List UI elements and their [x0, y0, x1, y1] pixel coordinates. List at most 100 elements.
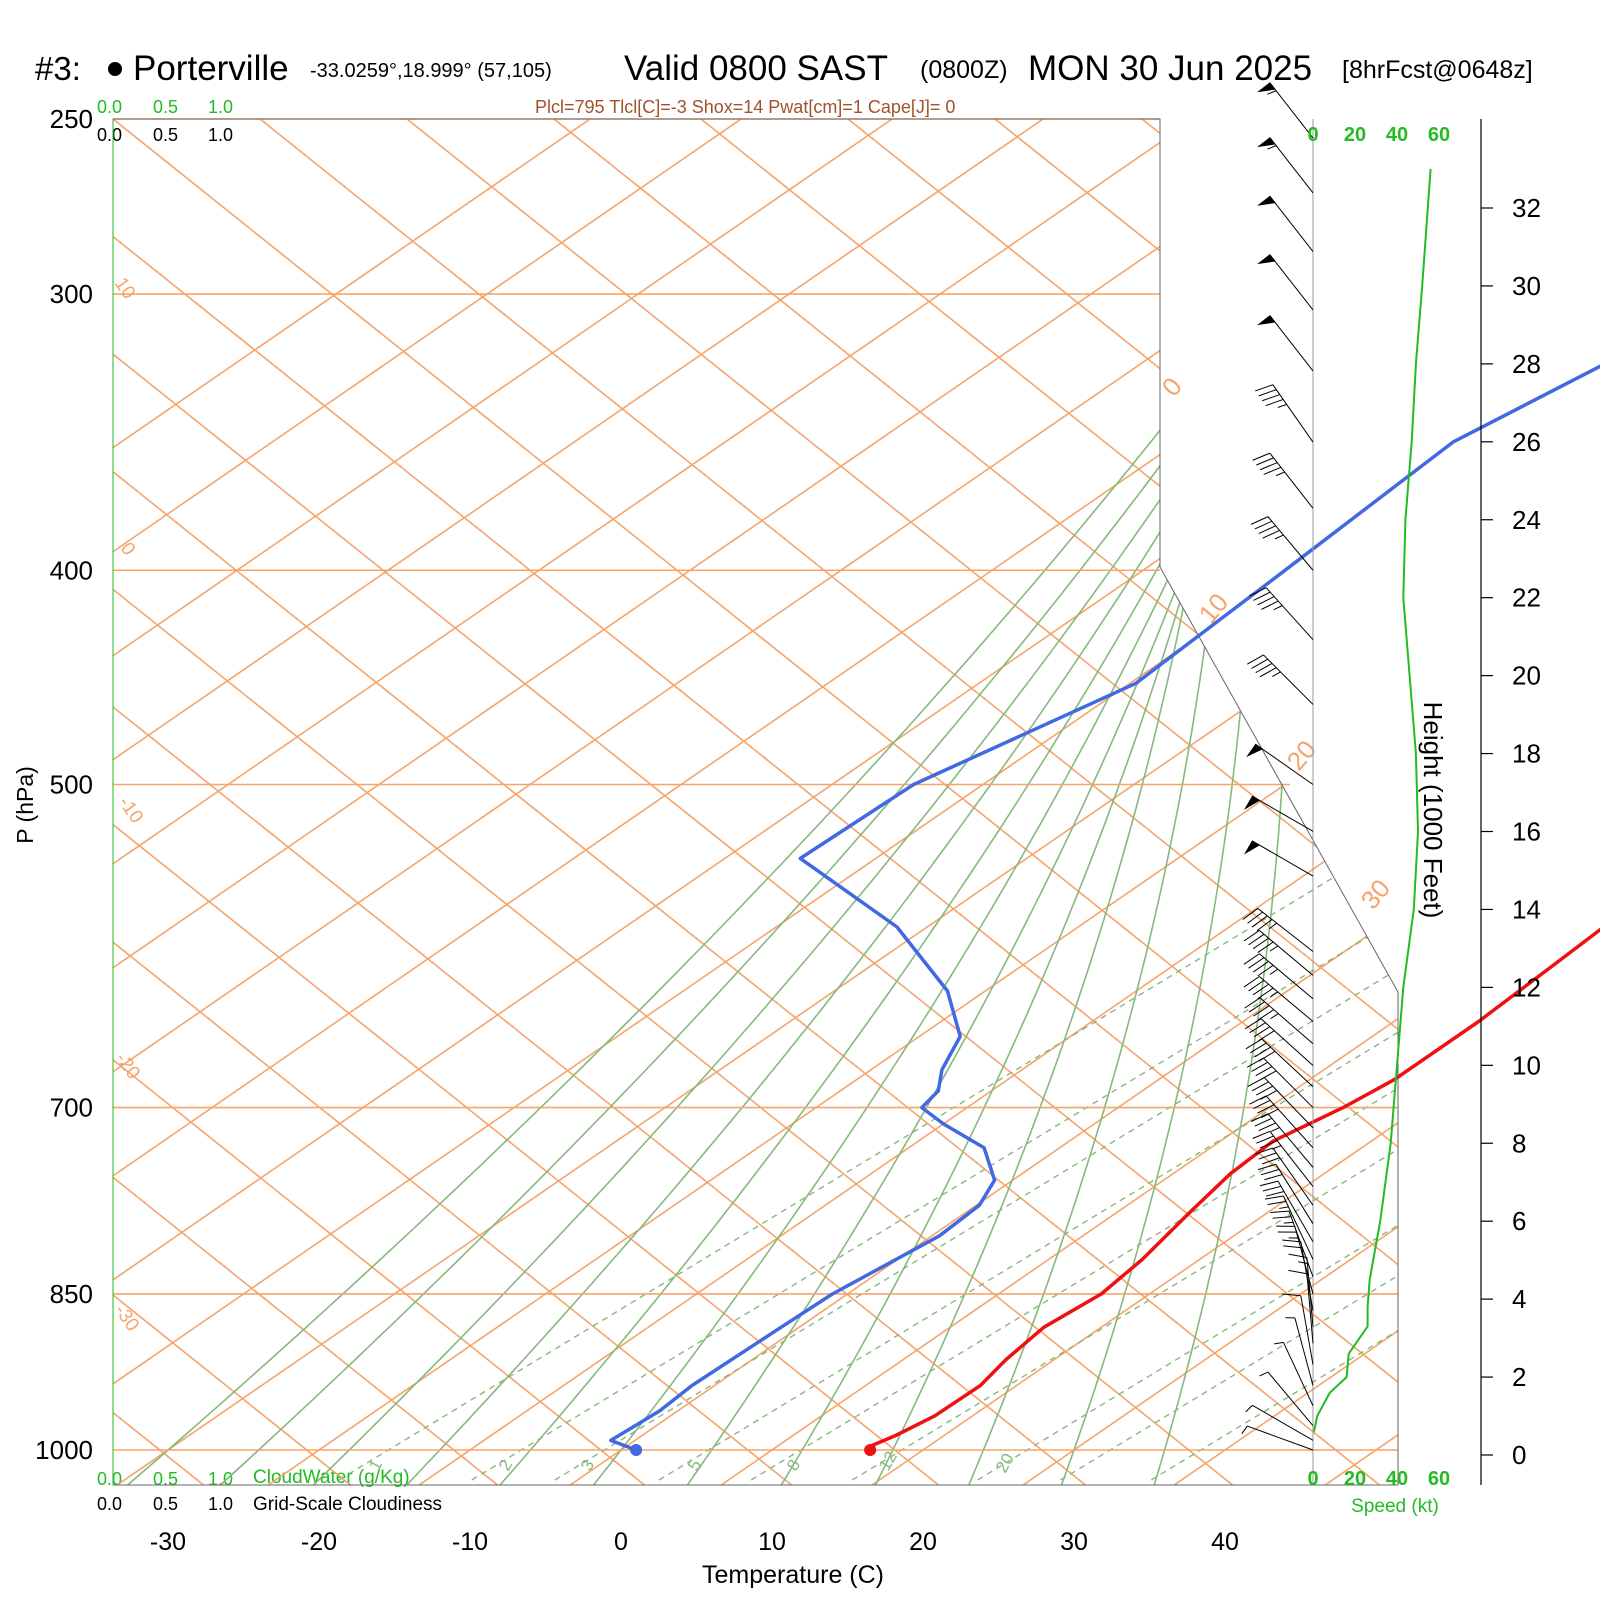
speed-tick-label-bottom: 40 — [1386, 1468, 1408, 1490]
isotherm-line — [113, 119, 1072, 1485]
wind-barb-feather — [1259, 1070, 1277, 1081]
wind-barb-feather — [1259, 1140, 1278, 1149]
wind-barb — [1274, 1341, 1314, 1407]
cloud-axis-bottom: 0.0 0.5 1.0 CloudWater (g/Kg) 0.0 0.5 1.… — [97, 1467, 442, 1515]
wind-barb — [1264, 1195, 1314, 1260]
station-marker-icon — [108, 62, 122, 76]
wind-barb-staff — [1259, 997, 1314, 1045]
wind-barb — [1245, 1404, 1314, 1441]
wind-barb — [1250, 1113, 1314, 1168]
isotherm-line — [396, 119, 1398, 1485]
dry-adiabat-line — [113, 119, 688, 1485]
forecast-hour: [8hrFcst@0648z] — [1342, 56, 1533, 84]
wind-barb-feather — [1249, 1042, 1267, 1054]
wind-barb-feather — [1261, 1157, 1280, 1165]
wind-barb-feather — [1262, 1185, 1282, 1192]
wind-barb-feather — [1261, 600, 1279, 610]
wind-barb-half-feather — [1245, 1404, 1253, 1413]
moist-adiabat-line — [773, 119, 1287, 1485]
wind-barb-feather — [1243, 930, 1260, 942]
wind-barb-flag — [1246, 743, 1264, 758]
wind-barb-feather — [1253, 1005, 1270, 1017]
wind-barb — [1257, 137, 1314, 194]
height-tick-label: 20 — [1512, 661, 1541, 691]
wind-barb-feather — [1257, 1009, 1275, 1021]
cloudiness-tick: 0.5 — [153, 125, 178, 145]
wind-barb — [1255, 384, 1314, 443]
wind-barb-feather — [1257, 1163, 1277, 1171]
wind-barb — [1246, 654, 1314, 705]
dry-adiabat-line — [406, 119, 1398, 1485]
cloudiness-label: Grid-Scale Cloudiness — [253, 1494, 442, 1515]
wind-barb-half-feather — [1270, 1127, 1280, 1132]
wind-barb-feather — [1263, 466, 1282, 475]
dry-adiabat-line — [113, 119, 835, 1485]
wind-barb — [1241, 1425, 1314, 1451]
height-tick-label: 24 — [1512, 505, 1541, 535]
speed-tick-label-top: 60 — [1428, 124, 1450, 146]
cloudiness-tick: 0.0 — [97, 125, 122, 145]
dry-adiabat-line — [259, 119, 1398, 1485]
wind-barb — [1243, 976, 1314, 1022]
wind-barb-feather — [1247, 911, 1263, 924]
wind-barb — [1255, 1147, 1314, 1206]
wind-barb — [1257, 195, 1314, 252]
wind-barb-half-feather — [1279, 1206, 1289, 1209]
isotherm-label: 30 — [1355, 873, 1397, 914]
wind-barb-feather — [1252, 1130, 1271, 1139]
wind-barb-feather — [1254, 520, 1273, 530]
height-tick-label: 18 — [1512, 739, 1541, 769]
mixing-ratio-label: 20 — [992, 1450, 1018, 1476]
wind-barb-feather — [1252, 937, 1269, 950]
wind-barb-staff — [1259, 976, 1314, 1022]
wind-barb-half-feather — [1269, 968, 1279, 975]
wind-barb-feather — [1258, 1122, 1276, 1132]
pressure-tick-label: 300 — [50, 279, 93, 309]
mixing-ratio-line — [851, 569, 1398, 1481]
wind-barb-feather — [1244, 997, 1261, 1009]
wind-barb-staff — [1263, 654, 1314, 705]
wind-barb-staff — [1252, 1404, 1314, 1441]
moist-adiabat-line — [868, 119, 1242, 1485]
temperature-tick-label: 30 — [1060, 1528, 1088, 1556]
wind-barb-feather — [1253, 1099, 1271, 1110]
wind-barb-feather — [1248, 979, 1265, 992]
wind-barb-feather — [1265, 1191, 1285, 1197]
isotherm-label: 20 — [1281, 734, 1323, 775]
wind-barb-flag — [1257, 254, 1276, 265]
wind-barb — [1259, 1180, 1314, 1242]
temperature-profile — [868, 927, 1600, 1451]
wind-barb-staff — [1269, 254, 1314, 311]
wind-barb-feather — [1257, 596, 1275, 606]
wind-barb — [1243, 930, 1314, 976]
speed-tick-label-top: 0 — [1307, 124, 1318, 146]
pressure-tick-label: 500 — [50, 770, 93, 800]
wind-barb-feather — [1255, 662, 1273, 674]
wind-barb-half-feather — [1270, 1013, 1279, 1020]
adiabat-lines — [113, 119, 1398, 1485]
wind-barb-feather — [1243, 976, 1260, 988]
speed-tick-label-bottom: 0 — [1307, 1468, 1318, 1490]
cloudiness-tick: 0.5 — [153, 1494, 178, 1514]
wind-barb-feather — [1257, 987, 1274, 1000]
height-tick-label: 2 — [1512, 1362, 1526, 1392]
wind-barb-half-feather — [1277, 403, 1287, 408]
cloudiness-tick: 1.0 — [208, 125, 233, 145]
plot-frame — [112, 118, 1399, 1486]
wind-barb-feather — [1249, 587, 1267, 597]
mixing-ratio-line — [977, 569, 1398, 1481]
isotherm-line — [849, 119, 1398, 1485]
wind-barb-feather — [1282, 1293, 1301, 1297]
height-tick-label: 6 — [1512, 1206, 1526, 1236]
wind-barb — [1257, 82, 1314, 139]
wind-barb-staff — [1272, 384, 1314, 443]
temperature-tick-label: -10 — [452, 1528, 488, 1556]
wind-barb-feather — [1255, 1147, 1274, 1155]
temperature-tick-label: 10 — [758, 1528, 786, 1556]
cloudwater-tick: 1.0 — [208, 1469, 233, 1489]
isotherm-line — [113, 119, 1374, 1485]
dry-adiabat-line — [113, 119, 394, 1485]
wind-barb-feather — [1256, 1135, 1274, 1144]
wind-barb-feather — [1252, 961, 1269, 973]
dry-adiabat-line — [113, 119, 1129, 1485]
